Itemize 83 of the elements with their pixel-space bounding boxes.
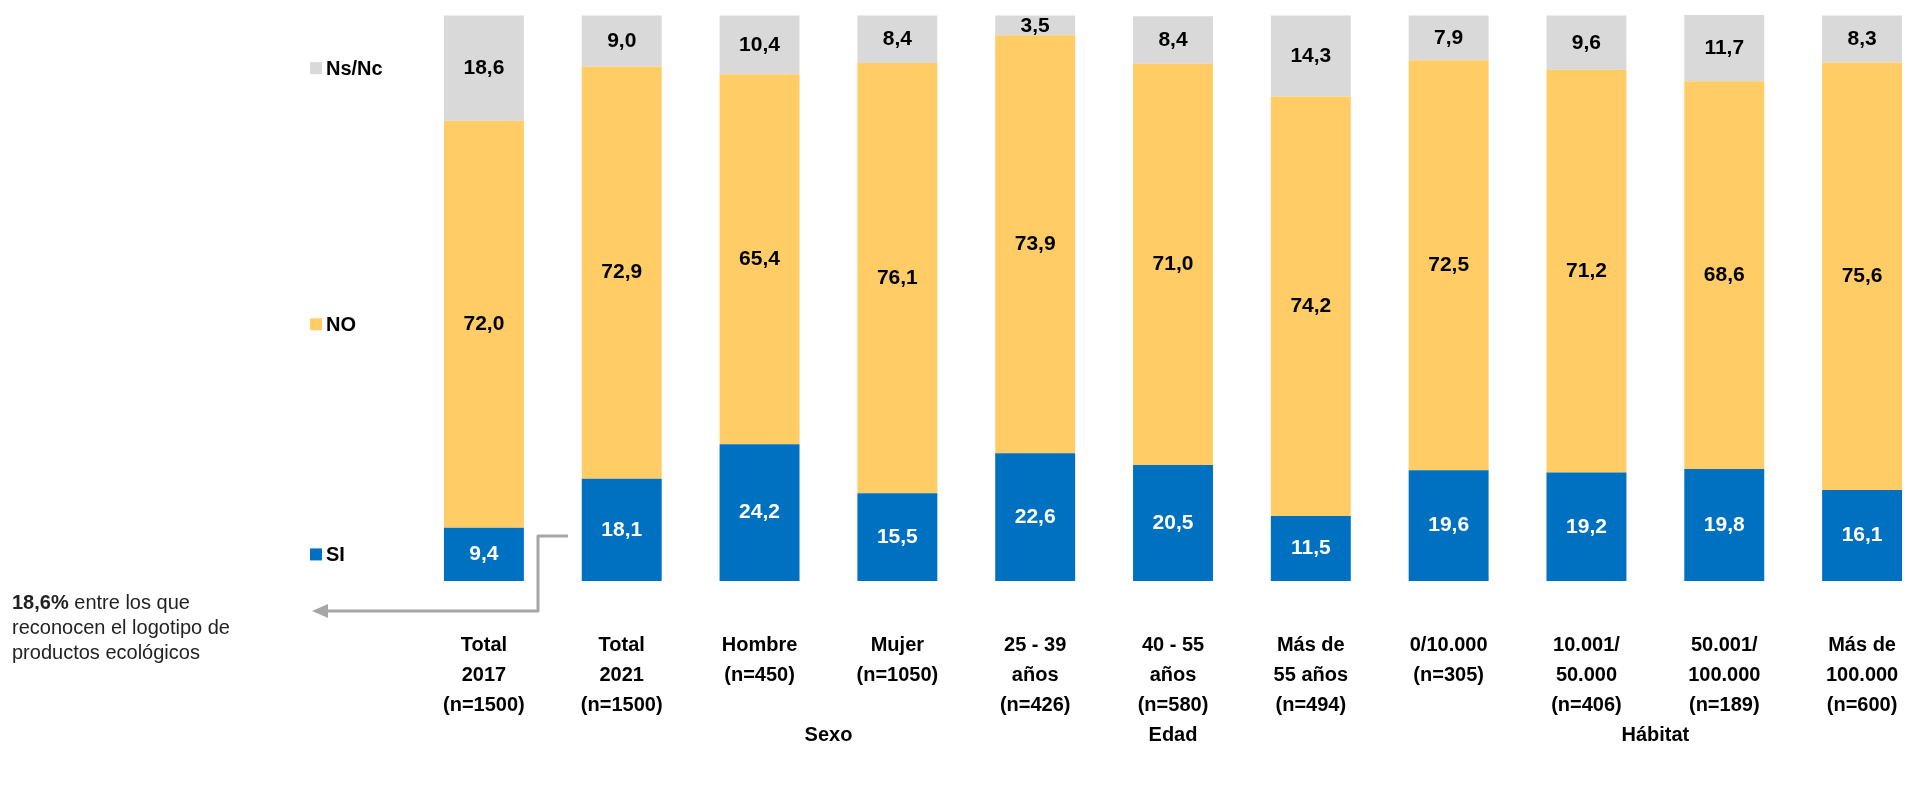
data-label: 15,5 [876, 523, 919, 547]
bar [1822, 62, 1903, 490]
data-label: 16,1 [1841, 522, 1883, 546]
x-tick-label: 50.001/ 100.000 (n=189) [1688, 632, 1761, 715]
bar [1270, 15, 1351, 97]
data-label: 8,4 [882, 26, 913, 50]
bar [1133, 63, 1213, 466]
bar [443, 120, 524, 528]
bar [1546, 472, 1627, 581]
text: 18,6% entre los que reconocen el logotipo de productos ecológicos [12, 590, 231, 665]
bar [1270, 515, 1351, 581]
x-tick-label: 10.001/ 50.000 (n=406) [1551, 632, 1622, 715]
bar [1684, 15, 1765, 82]
bar [719, 444, 800, 581]
data-label: 8,4 [1158, 26, 1188, 50]
data-label: 73,9 [1014, 231, 1056, 255]
legend-label: NO [326, 312, 356, 335]
data-label: 74,2 [1290, 293, 1332, 316]
data-label: 3,5 [1020, 13, 1051, 37]
bar [995, 453, 1076, 581]
text: Sexo [804, 722, 853, 745]
bar [1546, 69, 1627, 473]
data-label: 11,5 [1290, 535, 1331, 559]
x-tick-label: Total 2021 (n=1500) [580, 632, 663, 715]
bar [1133, 465, 1213, 581]
data-label: 72,9 [601, 259, 643, 283]
data-label: 71,0 [1152, 251, 1194, 275]
data-label: 72,0 [463, 311, 505, 335]
bar [719, 15, 800, 75]
bar [857, 63, 938, 494]
bar [581, 15, 662, 67]
data-label: 19,8 [1703, 511, 1746, 535]
x-tick-label: 40 - 55 años (n=580) [1137, 632, 1209, 715]
data-label: 18,1 [601, 516, 643, 540]
data-label: 22,6 [1014, 503, 1056, 527]
data-label: 7,9 [1434, 24, 1464, 48]
bar [995, 35, 1076, 454]
x-tick-label: 0/10.000 (n=305) [1409, 632, 1488, 685]
bar [1270, 96, 1351, 516]
text: Edad [1148, 722, 1198, 745]
text: Hábitat [1621, 722, 1690, 745]
bar [1822, 15, 1903, 63]
data-label: 19,2 [1566, 513, 1607, 537]
x-tick-label: Más de 55 años (n=494) [1273, 632, 1349, 715]
data-label: 11,7 [1704, 34, 1745, 58]
data-label: 14,3 [1290, 42, 1332, 66]
x-tick-label: Más de 100.000 (n=600) [1825, 632, 1899, 715]
bar [1408, 15, 1489, 61]
legend-label: SI [326, 542, 345, 565]
data-label: 72,5 [1428, 252, 1470, 275]
data-label: 68,6 [1703, 261, 1745, 285]
bar [443, 527, 524, 581]
bar [1133, 16, 1213, 64]
data-label: 18,6 [463, 54, 505, 78]
data-label: 71,2 [1566, 257, 1607, 281]
data-label: 10,4 [739, 31, 781, 55]
data-label: 9,4 [469, 541, 499, 565]
bar [443, 15, 524, 121]
bar [581, 66, 662, 479]
x-tick-label: 25 - 39 años (n=426) [999, 632, 1071, 715]
legend-label: Ns/Nc [326, 56, 383, 79]
bar [1684, 469, 1765, 581]
bar [857, 493, 938, 581]
data-label: 65,4 [739, 246, 781, 270]
data-label: 76,1 [876, 265, 919, 289]
bar [857, 15, 938, 64]
data-label: 9,0 [607, 27, 637, 51]
x-tick-label: Hombre (n=450) [721, 632, 798, 685]
data-label: 9,6 [1571, 29, 1602, 53]
bar [1684, 81, 1765, 470]
data-label: 19,6 [1428, 512, 1470, 536]
data-label: 20,5 [1152, 509, 1194, 533]
bar [581, 478, 662, 581]
bar [1408, 60, 1489, 471]
bar [1546, 15, 1627, 70]
x-tick-label: Total 2017 (n=1500) [443, 632, 525, 715]
x-tick-label: Mujer (n=1050) [856, 632, 939, 685]
data-label: 24,2 [739, 499, 780, 523]
bar [1822, 489, 1903, 581]
bar [719, 74, 800, 445]
data-label: 75,6 [1841, 263, 1883, 287]
bar [1408, 470, 1489, 581]
data-label: 8,3 [1847, 25, 1877, 49]
